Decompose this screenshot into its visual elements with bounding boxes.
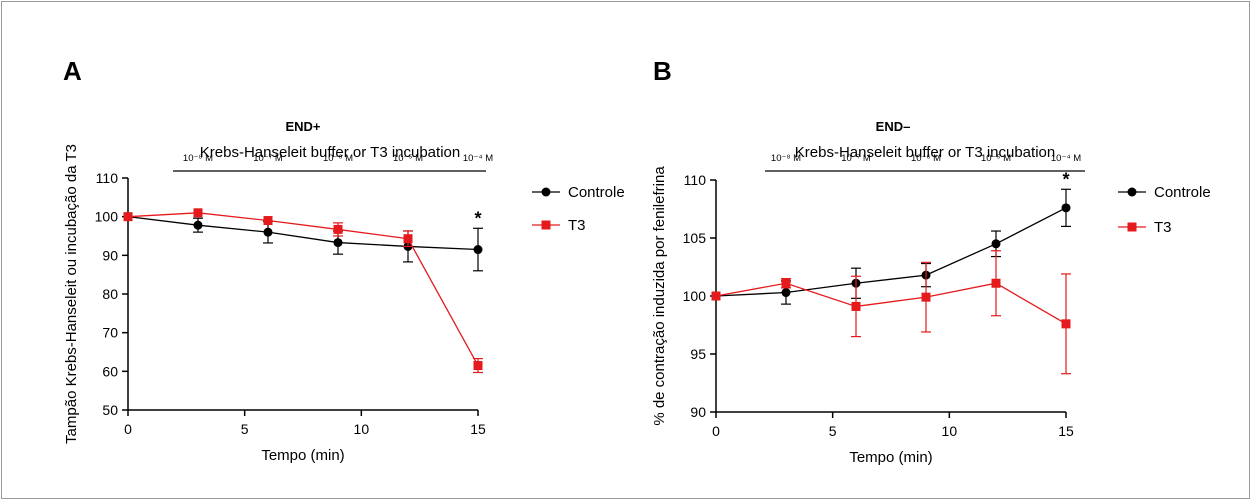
series-t3 xyxy=(123,208,483,374)
data-point xyxy=(781,288,791,298)
x-tick-label: 0 xyxy=(712,423,720,439)
data-point xyxy=(403,234,413,244)
data-point xyxy=(851,301,861,311)
legend-marker xyxy=(1127,187,1137,197)
series-line xyxy=(715,207,1067,297)
data-point xyxy=(1061,203,1071,213)
data-point xyxy=(991,278,1001,288)
significance-star: * xyxy=(1062,169,1069,189)
y-tick-label: 95 xyxy=(690,346,706,362)
legend-entry-controle: Controle xyxy=(1118,184,1211,201)
legend-entry-controle: Controle xyxy=(532,184,625,201)
legend-entry-t3: T3 xyxy=(532,217,586,234)
series-line xyxy=(127,216,479,251)
data-point xyxy=(781,278,791,288)
data-point xyxy=(333,224,343,234)
data-point xyxy=(263,216,273,226)
y-axis-title: Tampão Krebs-Hanseleit ou incubação da T… xyxy=(63,144,80,444)
concentration-label: 10⁻⁵ M xyxy=(393,153,423,164)
concentration-label: 10⁻⁴ M xyxy=(1051,153,1081,164)
y-tick-label: 60 xyxy=(102,363,118,379)
data-point xyxy=(1061,319,1071,329)
significance-star: * xyxy=(474,208,481,228)
x-tick-label: 10 xyxy=(354,421,370,437)
legend-marker xyxy=(541,187,551,197)
panel-b: B END– Krebs-Hanseleit buffer or T3 incuba… xyxy=(651,56,1211,466)
x-axis-title: Tempo (min) xyxy=(849,449,932,466)
data-point xyxy=(123,212,133,222)
panel-a: A END+ Krebs-Hanseleit buffer or T3 incuba… xyxy=(63,56,625,464)
concentration-label: 10⁻⁶ M xyxy=(911,153,941,164)
legend-marker xyxy=(541,220,551,230)
y-tick-label: 100 xyxy=(95,209,119,225)
y-tick-label: 110 xyxy=(96,170,119,186)
concentration-label: 10⁻⁸ M xyxy=(771,153,801,164)
data-point xyxy=(333,238,343,248)
x-tick-label: 10 xyxy=(942,423,958,439)
y-tick-label: 105 xyxy=(683,230,707,246)
panel-letter: A xyxy=(63,56,82,86)
y-tick-label: 70 xyxy=(102,325,118,341)
data-point xyxy=(193,220,203,230)
data-point xyxy=(473,245,483,255)
legend-marker xyxy=(1127,222,1137,232)
y-tick-label: 90 xyxy=(690,404,706,420)
legend-label: Controle xyxy=(1154,184,1211,201)
y-tick-label: 90 xyxy=(102,247,118,263)
x-tick-label: 0 xyxy=(124,421,132,437)
legend-label: T3 xyxy=(1154,219,1172,236)
x-tick-label: 5 xyxy=(829,423,837,439)
y-tick-label: 110 xyxy=(684,172,707,188)
legend-label: T3 xyxy=(568,217,586,234)
panel-letter: B xyxy=(653,56,672,86)
y-tick-label: 80 xyxy=(102,286,118,302)
series-t3 xyxy=(711,250,1071,375)
series-line xyxy=(127,212,479,366)
x-tick-label: 15 xyxy=(1058,423,1074,439)
concentration-label: 10⁻⁷ M xyxy=(253,153,283,164)
condition-title: END+ xyxy=(285,119,320,134)
concentration-label: 10⁻⁴ M xyxy=(463,153,493,164)
concentration-label: 10⁻⁵ M xyxy=(981,153,1011,164)
legend-label: Controle xyxy=(568,184,625,201)
concentration-label: 10⁻⁷ M xyxy=(841,153,871,164)
x-tick-label: 15 xyxy=(470,421,486,437)
buffer-label: Krebs-Hanseleit buffer or T3 incubation xyxy=(795,144,1055,161)
buffer-label: Krebs-Hanseleit buffer or T3 incubation xyxy=(200,144,460,161)
legend-entry-t3: T3 xyxy=(1118,219,1172,236)
x-tick-label: 5 xyxy=(241,421,249,437)
data-point xyxy=(921,292,931,302)
data-point xyxy=(991,239,1001,249)
y-tick-label: 50 xyxy=(102,402,118,418)
x-axis-title: Tempo (min) xyxy=(261,447,344,464)
concentration-label: 10⁻⁸ M xyxy=(183,153,213,164)
condition-title: END– xyxy=(876,119,911,134)
series-controle xyxy=(123,212,483,272)
y-tick-label: 100 xyxy=(683,288,707,304)
data-point xyxy=(263,227,273,237)
series-line xyxy=(715,282,1067,325)
y-axis-title: % de contração induzida por fenilefrina xyxy=(651,166,668,426)
data-point xyxy=(473,361,483,371)
concentration-label: 10⁻⁶ M xyxy=(323,153,353,164)
data-point xyxy=(711,291,721,301)
data-point xyxy=(193,208,203,218)
